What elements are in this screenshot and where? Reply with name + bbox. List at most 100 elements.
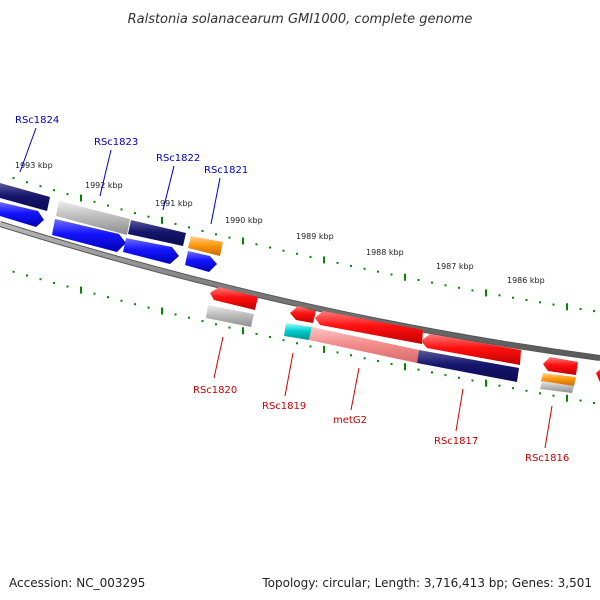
tick-marks [12, 177, 595, 404]
reverse-genes-row2 [206, 305, 576, 393]
minor-tick [201, 320, 204, 323]
gene-feature[interactable] [56, 201, 130, 235]
major-tick [404, 273, 406, 281]
minor-tick [296, 252, 298, 255]
major-tick [566, 303, 568, 311]
minor-tick [282, 249, 285, 252]
gene-feature[interactable] [128, 220, 186, 246]
major-tick [485, 289, 487, 297]
kbp-label: 1992 kbp [85, 181, 123, 190]
minor-tick [53, 189, 55, 192]
minor-tick [188, 226, 190, 229]
label-leader [210, 177, 221, 225]
genome-summary: Topology: circular; Length: 3,716,413 bp… [261, 576, 592, 590]
minor-tick [512, 296, 514, 299]
major-tick [80, 194, 82, 202]
gene-feature[interactable] [290, 306, 316, 323]
genome-title: Ralstonia solanacearum GMI1000, complete… [128, 12, 473, 27]
minor-tick [134, 303, 136, 306]
minor-tick [309, 255, 312, 258]
gene-feature[interactable] [210, 287, 258, 310]
gene-feature[interactable] [123, 238, 179, 264]
minor-tick [269, 246, 271, 249]
gene-label-rsc1816[interactable]: RSc1816 [525, 453, 569, 464]
kbp-label: 1989 kbp [296, 232, 334, 241]
gene-feature[interactable] [543, 357, 578, 375]
kbp-label: 1988 kbp [366, 248, 404, 257]
label-leader [99, 149, 112, 197]
minor-tick [471, 379, 474, 382]
reverse-genes-row1 [210, 287, 600, 382]
minor-tick [107, 296, 109, 299]
minor-tick [458, 376, 460, 379]
minor-tick [498, 384, 501, 387]
gene-feature[interactable] [417, 350, 519, 382]
minor-tick [377, 270, 379, 273]
minor-tick [336, 351, 339, 354]
minor-tick [525, 299, 528, 301]
gene-label-rsc1820[interactable]: RSc1820 [193, 385, 237, 396]
minor-tick [539, 392, 541, 395]
minor-tick [174, 313, 177, 316]
minor-tick [93, 200, 96, 203]
gene-label-rsc1824[interactable]: RSc1824 [15, 115, 59, 126]
minor-tick [350, 354, 352, 357]
gene-feature[interactable] [421, 334, 521, 365]
label-leader [19, 127, 37, 173]
minor-tick [539, 301, 541, 304]
major-tick [242, 327, 244, 335]
minor-tick [525, 389, 528, 392]
label-leader [213, 336, 224, 379]
forward-genes-inner [0, 202, 217, 272]
gene-feature[interactable] [315, 311, 423, 344]
gene-feature[interactable] [0, 183, 50, 211]
gene-feature[interactable] [284, 323, 312, 340]
minor-tick [593, 402, 595, 404]
minor-tick [309, 345, 312, 348]
accession-text: Accession: NC_003295 [9, 576, 145, 590]
gene-feature[interactable] [185, 251, 217, 272]
gene-feature[interactable] [0, 202, 44, 227]
gene-label-rsc1817[interactable]: RSc1817 [434, 436, 478, 447]
minor-tick [228, 326, 231, 329]
forward-genes-outer [0, 183, 223, 256]
minor-tick [350, 264, 352, 267]
major-tick [566, 394, 568, 402]
gene-label-rsc1822[interactable]: RSc1822 [156, 153, 200, 164]
minor-tick [26, 274, 28, 277]
gene-feature[interactable] [540, 381, 574, 393]
gene-label-rsc1819[interactable]: RSc1819 [262, 401, 306, 412]
minor-tick [552, 394, 555, 397]
minor-tick [512, 387, 514, 390]
minor-tick [215, 233, 217, 236]
gene-label-rsc1823[interactable]: RSc1823 [94, 137, 138, 148]
minor-tick [120, 299, 123, 302]
major-tick [323, 345, 325, 353]
gene-feature[interactable] [206, 305, 254, 327]
minor-tick [282, 339, 285, 342]
minor-tick [431, 371, 433, 374]
minor-tick [336, 261, 339, 264]
minor-tick [444, 374, 447, 377]
minor-tick [12, 270, 15, 273]
gene-feature[interactable] [309, 327, 419, 363]
minor-tick [147, 306, 150, 309]
label-leader [544, 405, 553, 449]
gene-feature[interactable] [596, 366, 600, 382]
label-leader [284, 352, 294, 397]
minor-tick [458, 286, 460, 289]
minor-tick [579, 399, 582, 402]
genome-backbone [0, 222, 600, 360]
label-leader [455, 388, 464, 432]
kbp-label: 1993 kbp [15, 161, 53, 170]
gene-label-metg2[interactable]: metG2 [333, 415, 367, 426]
minor-tick [363, 267, 366, 270]
gene-feature[interactable] [52, 219, 126, 252]
minor-tick [174, 222, 177, 225]
minor-tick [417, 368, 420, 371]
gene-label-rsc1821[interactable]: RSc1821 [204, 165, 248, 176]
minor-tick [228, 236, 231, 239]
gene-feature[interactable] [188, 236, 223, 256]
minor-tick [431, 281, 433, 284]
minor-tick [444, 284, 447, 287]
